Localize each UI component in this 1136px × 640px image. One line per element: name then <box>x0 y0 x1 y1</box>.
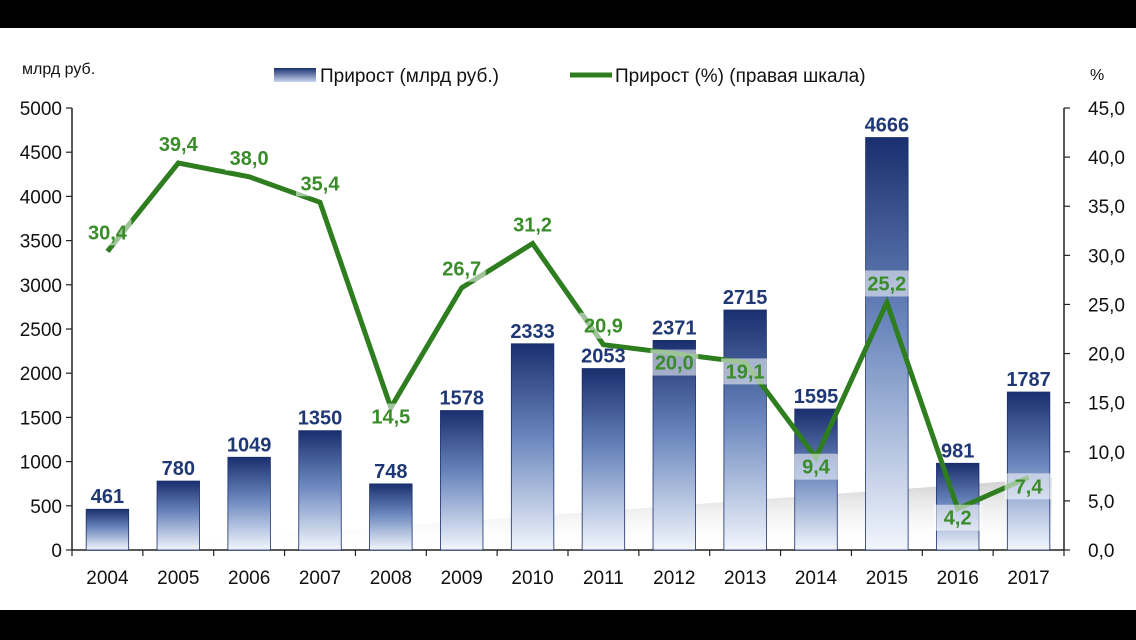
left-tick-label: 500 <box>30 497 62 518</box>
bar-value-label: 1595 <box>794 386 839 408</box>
legend-line-label: Прирост (%) (правая шкала) <box>615 66 866 87</box>
line-value-label: 20,9 <box>584 316 623 338</box>
line-value-label-bg <box>1004 473 1053 500</box>
line-value-label-bg <box>721 358 770 385</box>
legend-bar-label: Прирост (млрд руб.) <box>320 66 499 87</box>
line-value-label-bg <box>366 403 415 430</box>
right-tick-label: 40,0 <box>1088 148 1125 169</box>
line-value-label-bg <box>437 255 486 282</box>
x-tick-label: 2016 <box>937 568 979 589</box>
bar-value-label: 1049 <box>227 434 272 456</box>
bar-value-label: 748 <box>374 461 407 483</box>
line-value-label: 14,5 <box>371 407 410 429</box>
bar <box>85 508 130 551</box>
bar <box>298 430 342 551</box>
line-value-label: 38,0 <box>230 148 269 170</box>
x-tick-label: 2014 <box>795 568 838 589</box>
right-tick-label: 35,0 <box>1088 197 1125 218</box>
right-tick-label: 10,0 <box>1088 443 1125 464</box>
x-tick-label: 2010 <box>511 568 553 589</box>
left-tick-label: 4500 <box>20 143 62 164</box>
left-tick-label: 0 <box>51 541 62 562</box>
bar-value-label: 1578 <box>439 388 484 410</box>
x-tick-label: 2009 <box>441 568 483 589</box>
right-tick-label: 15,0 <box>1088 394 1125 415</box>
right-tick-label: 20,0 <box>1088 345 1125 366</box>
line-value-label: 4,2 <box>944 508 972 530</box>
right-axis-unit: % <box>1090 67 1104 84</box>
bar-value-label: 4666 <box>865 115 910 137</box>
right-tick-label: 25,0 <box>1088 295 1125 316</box>
bar <box>510 343 555 551</box>
bar <box>581 368 626 551</box>
bar-value-label: 1350 <box>298 408 343 430</box>
bar <box>440 410 484 551</box>
x-tick-label: 2012 <box>653 568 695 589</box>
line-value-label: 31,2 <box>513 215 552 237</box>
x-tick-label: 2005 <box>157 568 199 589</box>
chart-svg: млрд руб. % Прирост (млрд руб.) Прирост … <box>20 61 1125 589</box>
right-tick-label: 45,0 <box>1088 99 1125 120</box>
chart-frame: млрд руб. % Прирост (млрд руб.) Прирост … <box>0 28 1136 610</box>
line-value-label: 25,2 <box>867 273 906 295</box>
data-labels: 461 780 1049 1350 748 1578 2333 2053 2371 2715 159… <box>83 115 1053 531</box>
line-value-label-bg <box>792 453 840 480</box>
bar-value-label: 780 <box>162 458 195 480</box>
x-tick-label: 2008 <box>370 568 412 589</box>
left-tick-label: 3500 <box>20 232 62 253</box>
line-value-label: 26,7 <box>442 259 481 281</box>
line-value-label-bg <box>508 211 557 238</box>
bar-value-label: 2371 <box>652 317 697 339</box>
x-tick-label: 2013 <box>724 568 766 589</box>
x-tick-label: 2004 <box>86 568 129 589</box>
line-value-label-bg <box>650 349 699 376</box>
right-tick-label: 5,0 <box>1088 492 1114 513</box>
line-value-label-bg <box>933 504 982 531</box>
left-tick-label: 1000 <box>20 453 62 474</box>
x-tick-label: 2006 <box>228 568 270 589</box>
line-value-label: 20,0 <box>655 353 694 375</box>
line-value-label: 39,4 <box>159 134 199 156</box>
left-tick-label: 3000 <box>20 276 62 297</box>
legend-bar-swatch <box>274 68 316 82</box>
bar <box>723 309 767 551</box>
line-value-label-bg <box>225 144 274 171</box>
left-tick-label: 5000 <box>20 99 62 120</box>
line-value-label-bg <box>579 312 628 339</box>
left-tick-label: 2500 <box>20 320 62 341</box>
left-tick-label: 4000 <box>20 187 62 208</box>
left-axis-unit: млрд руб. <box>22 61 95 78</box>
left-tick-label: 2000 <box>20 364 62 385</box>
bar-value-label: 981 <box>941 440 974 462</box>
line-value-label-bg <box>296 170 344 197</box>
bar <box>227 456 271 551</box>
x-tick-label: 2015 <box>866 568 908 589</box>
percent-line <box>105 160 1030 513</box>
line-value-label: 30,4 <box>88 222 128 244</box>
line-value-label-bg <box>83 219 132 246</box>
bar <box>1006 391 1051 551</box>
bar-value-label: 2715 <box>723 287 768 309</box>
bar <box>369 483 413 551</box>
line-value-label-bg <box>154 131 203 158</box>
line-value-label: 9,4 <box>802 457 831 479</box>
line-value-label: 19,1 <box>726 361 765 383</box>
left-tick-label: 1500 <box>20 408 62 429</box>
bar-value-label: 2053 <box>581 346 626 368</box>
line-value-label: 7,4 <box>1015 476 1044 498</box>
right-tick-label: 30,0 <box>1088 246 1125 267</box>
bar-value-label: 1787 <box>1006 369 1051 391</box>
bar <box>156 480 200 551</box>
right-tick-label: 0,0 <box>1088 541 1114 562</box>
bar-value-label: 2333 <box>510 321 555 343</box>
legend: Прирост (млрд руб.) Прирост (%) (правая … <box>274 66 866 87</box>
x-tick-label: 2017 <box>1007 568 1049 589</box>
bars <box>85 137 1051 551</box>
bar-value-label: 461 <box>91 486 124 508</box>
x-tick-label: 2011 <box>583 568 624 589</box>
line-value-label: 35,4 <box>301 173 341 195</box>
x-tick-label: 2007 <box>299 568 341 589</box>
line-value-label-bg <box>862 270 911 297</box>
percent-line-layer <box>105 160 1030 513</box>
